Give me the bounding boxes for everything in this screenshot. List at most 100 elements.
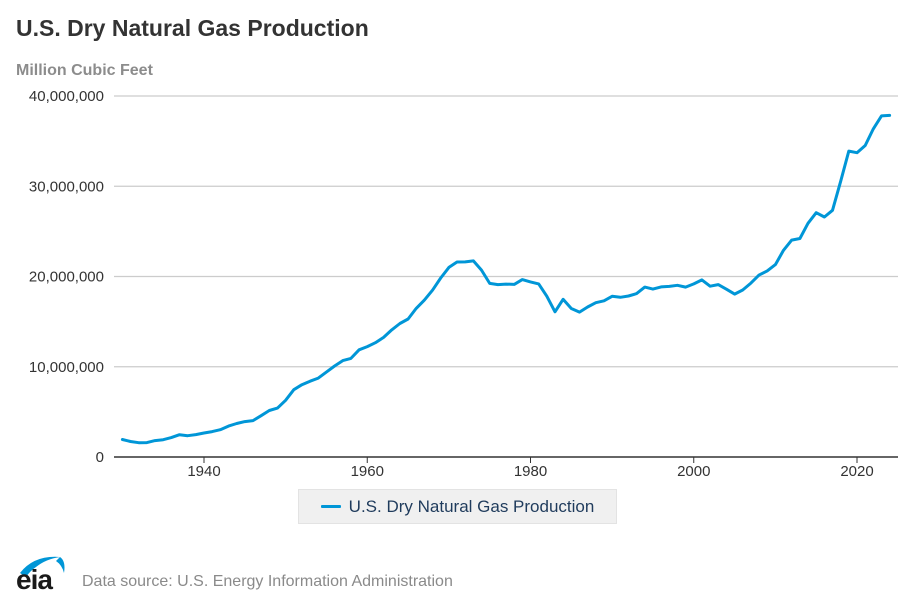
data-point[interactable] bbox=[649, 285, 657, 293]
data-point[interactable] bbox=[118, 435, 126, 443]
data-point[interactable] bbox=[437, 274, 445, 282]
data-point[interactable] bbox=[331, 362, 339, 370]
data-point[interactable] bbox=[804, 219, 812, 227]
data-point[interactable] bbox=[151, 437, 159, 445]
data-point[interactable] bbox=[412, 304, 420, 312]
legend[interactable]: U.S. Dry Natural Gas Production bbox=[298, 489, 617, 524]
data-point[interactable] bbox=[355, 346, 363, 354]
data-point[interactable] bbox=[796, 235, 804, 243]
data-point[interactable] bbox=[388, 326, 396, 334]
eia-logo[interactable]: eia bbox=[16, 553, 68, 595]
data-point[interactable] bbox=[853, 149, 861, 157]
data-point[interactable] bbox=[453, 258, 461, 266]
data-point[interactable] bbox=[420, 296, 428, 304]
data-point[interactable] bbox=[706, 282, 714, 290]
data-point[interactable] bbox=[127, 437, 135, 445]
data-point[interactable] bbox=[224, 422, 232, 430]
data-point[interactable] bbox=[657, 283, 665, 291]
data-point[interactable] bbox=[877, 112, 885, 120]
data-point[interactable] bbox=[290, 386, 298, 394]
data-point[interactable] bbox=[771, 261, 779, 269]
data-point[interactable] bbox=[584, 303, 592, 311]
data-point[interactable] bbox=[314, 374, 322, 382]
data-point[interactable] bbox=[502, 280, 510, 288]
data-point[interactable] bbox=[241, 418, 249, 426]
data-point[interactable] bbox=[518, 276, 526, 284]
data-point[interactable] bbox=[396, 320, 404, 328]
data-point[interactable] bbox=[575, 308, 583, 316]
data-point[interactable] bbox=[690, 280, 698, 288]
data-point[interactable] bbox=[371, 339, 379, 347]
data-point[interactable] bbox=[216, 426, 224, 434]
data-point[interactable] bbox=[739, 286, 747, 294]
data-point[interactable] bbox=[722, 285, 730, 293]
data-point[interactable] bbox=[135, 439, 143, 447]
data-point[interactable] bbox=[698, 276, 706, 284]
data-point[interactable] bbox=[339, 357, 347, 365]
data-point[interactable] bbox=[543, 292, 551, 300]
data-point[interactable] bbox=[167, 434, 175, 442]
x-tick-label: 2000 bbox=[677, 463, 710, 480]
data-point[interactable] bbox=[608, 292, 616, 300]
data-point[interactable] bbox=[208, 428, 216, 436]
data-point[interactable] bbox=[249, 417, 257, 425]
data-point[interactable] bbox=[624, 292, 632, 300]
data-point[interactable] bbox=[567, 305, 575, 313]
data-point[interactable] bbox=[176, 431, 184, 439]
data-point[interactable] bbox=[192, 431, 200, 439]
data-point[interactable] bbox=[559, 295, 567, 303]
data-point[interactable] bbox=[869, 125, 877, 133]
data-point[interactable] bbox=[535, 280, 543, 288]
data-point[interactable] bbox=[886, 111, 894, 119]
data-point[interactable] bbox=[347, 354, 355, 362]
data-point[interactable] bbox=[780, 246, 788, 254]
data-point[interactable] bbox=[510, 280, 518, 288]
data-point[interactable] bbox=[731, 290, 739, 298]
data-point[interactable] bbox=[233, 420, 241, 428]
data-point[interactable] bbox=[404, 315, 412, 323]
data-point[interactable] bbox=[714, 281, 722, 289]
data-point[interactable] bbox=[159, 436, 167, 444]
data-point[interactable] bbox=[812, 209, 820, 217]
data-point[interactable] bbox=[469, 257, 477, 265]
data-point[interactable] bbox=[461, 258, 469, 266]
data-point[interactable] bbox=[486, 279, 494, 287]
data-point[interactable] bbox=[673, 281, 681, 289]
data-point[interactable] bbox=[633, 290, 641, 298]
data-point[interactable] bbox=[298, 381, 306, 389]
data-point[interactable] bbox=[478, 266, 486, 274]
data-point[interactable] bbox=[845, 147, 853, 155]
data-point[interactable] bbox=[429, 286, 437, 294]
data-point[interactable] bbox=[445, 263, 453, 271]
data-point[interactable] bbox=[788, 236, 796, 244]
data-point[interactable] bbox=[257, 412, 265, 420]
data-point[interactable] bbox=[641, 283, 649, 291]
data-point[interactable] bbox=[273, 404, 281, 412]
data-point[interactable] bbox=[682, 283, 690, 291]
series-line-dry-natural-gas-production[interactable] bbox=[120, 113, 892, 445]
data-point[interactable] bbox=[143, 439, 151, 447]
data-point[interactable] bbox=[527, 278, 535, 286]
data-point[interactable] bbox=[820, 213, 828, 221]
data-point[interactable] bbox=[592, 299, 600, 307]
data-point[interactable] bbox=[861, 142, 869, 150]
data-point[interactable] bbox=[363, 343, 371, 351]
data-point[interactable] bbox=[551, 308, 559, 316]
data-point[interactable] bbox=[763, 267, 771, 275]
data-point[interactable] bbox=[665, 282, 673, 290]
data-point[interactable] bbox=[747, 279, 755, 287]
data-point[interactable] bbox=[282, 396, 290, 404]
data-point[interactable] bbox=[322, 368, 330, 376]
data-point[interactable] bbox=[616, 293, 624, 301]
x-tick-label: 1940 bbox=[187, 463, 220, 480]
data-point[interactable] bbox=[200, 429, 208, 437]
data-point[interactable] bbox=[306, 377, 314, 385]
data-point[interactable] bbox=[494, 281, 502, 289]
data-point[interactable] bbox=[184, 432, 192, 440]
data-point[interactable] bbox=[755, 271, 763, 279]
data-point[interactable] bbox=[829, 206, 837, 214]
data-point[interactable] bbox=[600, 297, 608, 305]
data-point[interactable] bbox=[265, 407, 273, 415]
data-point[interactable] bbox=[380, 333, 388, 341]
data-point[interactable] bbox=[837, 177, 845, 185]
